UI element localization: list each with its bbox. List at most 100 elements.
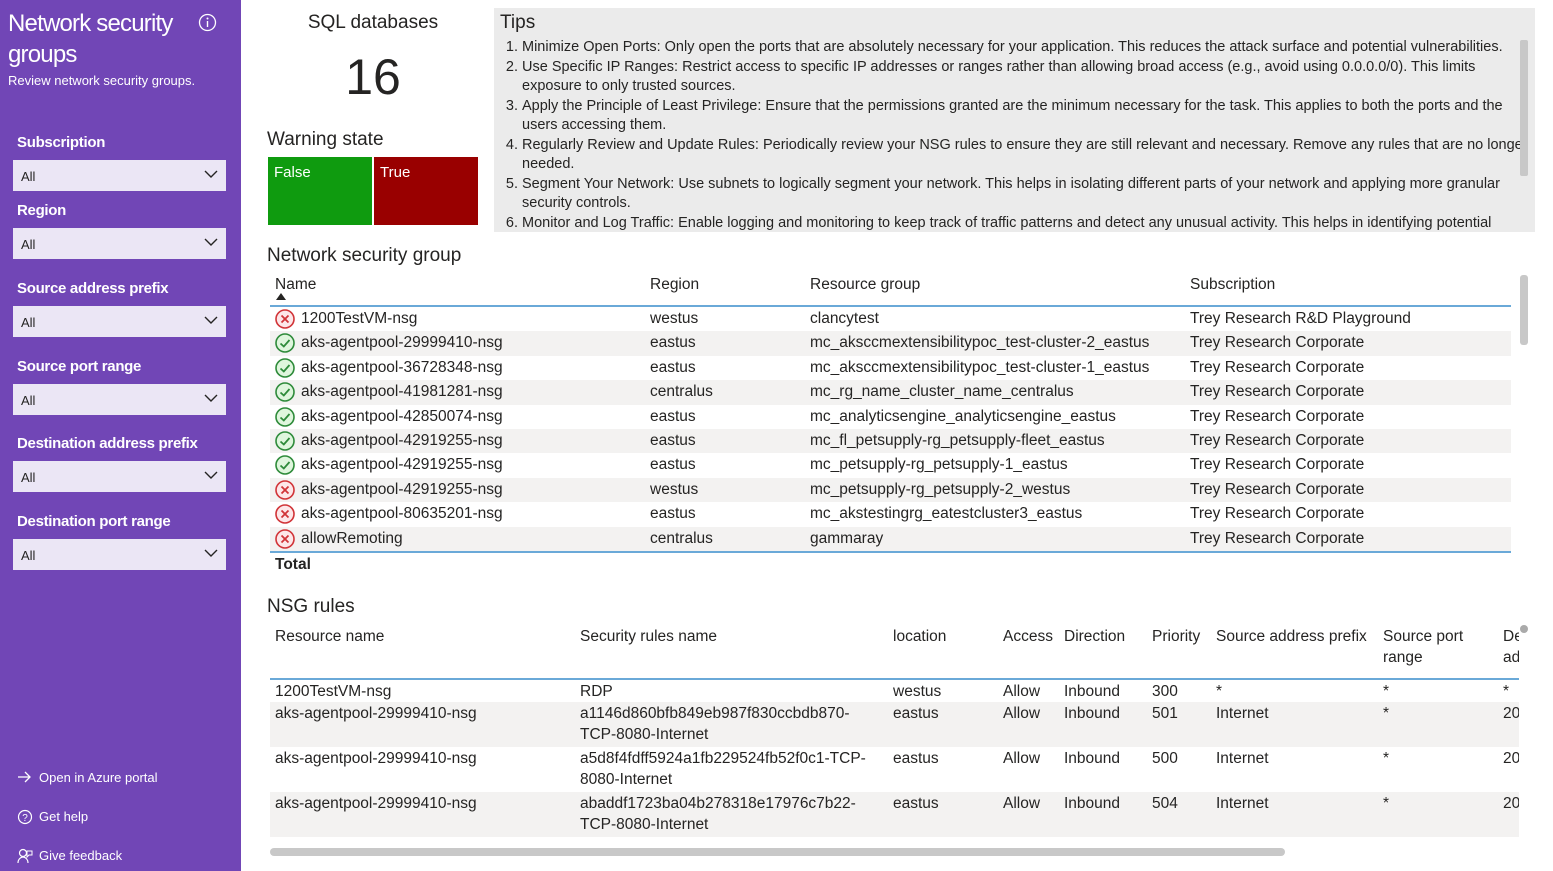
sort-arrow[interactable] xyxy=(276,293,286,300)
table-cell: * xyxy=(1503,683,1510,700)
table-cell: 20 xyxy=(1503,795,1519,812)
table-cell: Internet xyxy=(1216,705,1269,722)
table-cell: aks-agentpool-42919255-nsg xyxy=(301,432,503,449)
table-cell: mc_petsupply-rg_petsupply-1_eastus xyxy=(810,456,1068,474)
table-cell: aks-agentpool-42919255-nsg xyxy=(301,480,503,498)
table-cell: allowRemoting xyxy=(301,529,403,547)
row-band xyxy=(270,526,1511,551)
svg-text:?: ? xyxy=(22,813,28,824)
table-cell: Trey Research Corporate xyxy=(1190,383,1365,401)
row-band xyxy=(270,792,1519,837)
filter-label: Destination address prefix xyxy=(17,435,198,452)
table-cell: centralus xyxy=(650,383,713,401)
column-header: Source address prefix xyxy=(1216,628,1367,645)
chevron xyxy=(204,394,218,402)
warning-tile[interactable]: False xyxy=(268,157,372,225)
scrollbar[interactable] xyxy=(1520,275,1528,345)
h-scrollbar[interactable] xyxy=(270,848,1285,856)
status-icon-ok xyxy=(275,357,295,378)
status-icon-error xyxy=(275,528,295,549)
column-header: Resource group xyxy=(810,276,921,293)
link-icon xyxy=(17,848,33,864)
filter-label: Destination port range xyxy=(17,513,171,530)
column-header: Name xyxy=(275,276,317,293)
table-cell: 20 xyxy=(1503,705,1519,722)
table-cell: 500 xyxy=(1152,750,1178,767)
table-cell: 501 xyxy=(1152,705,1178,722)
sidebar-link[interactable]: Get help xyxy=(39,809,89,824)
column-header: Priority xyxy=(1152,628,1201,645)
tip-item: Monitor and Log Traffic: Enable logging … xyxy=(522,214,1534,233)
sidebar-link[interactable]: Give feedback xyxy=(39,848,123,863)
table-cell: gammaray xyxy=(810,529,884,547)
filter-value: All xyxy=(21,470,36,485)
filter-value: All xyxy=(21,237,36,252)
table-cell: RDP xyxy=(580,683,613,700)
table-cell: * xyxy=(1383,795,1390,812)
filter-value: All xyxy=(21,548,36,563)
sidebar: Network security groups Review network s… xyxy=(0,0,241,871)
filter-dropdown[interactable]: All xyxy=(13,384,226,415)
tip-item: Segment Your Network: Use subnets to log… xyxy=(522,175,1534,214)
table-cell: * xyxy=(1383,705,1390,722)
table-cell: Trey Research Corporate xyxy=(1190,407,1365,425)
table-cell: a5d8f4fdff5924a1fb229524fb52f0c1-TCP-808… xyxy=(580,750,866,788)
filter-value: All xyxy=(21,169,36,184)
table-cell: aks-agentpool-80635201-nsg xyxy=(301,505,503,523)
tip-item: Regularly Review and Update Rules: Perio… xyxy=(522,136,1534,175)
link-icon: ? xyxy=(17,809,33,825)
column-header: Direction xyxy=(1064,628,1126,645)
sidebar-link[interactable]: Open in Azure portal xyxy=(39,770,158,785)
table-cell: Internet xyxy=(1216,795,1269,812)
tip-item: Apply the Principle of Least Privilege: … xyxy=(522,97,1534,136)
table-cell: Trey Research Corporate xyxy=(1190,358,1365,376)
table-cell: 300 xyxy=(1152,683,1178,700)
table-cell: aks-agentpool-42919255-nsg xyxy=(301,456,503,474)
table-cell: Trey Research Corporate xyxy=(1190,334,1365,352)
table-cell: mc_aksccmextensibilitypoc_test-cluster-2… xyxy=(810,334,1150,352)
link-icon xyxy=(18,771,31,783)
sidebar-title: Network security groups xyxy=(8,10,173,68)
table-cell: clancytest xyxy=(810,310,879,327)
section-title: NSG rules xyxy=(267,596,355,617)
filter-dropdown[interactable]: All xyxy=(13,539,226,570)
table-cell: eastus xyxy=(893,795,939,812)
filter-dropdown[interactable]: All xyxy=(13,306,226,337)
table-cell: 504 xyxy=(1152,795,1178,812)
table-cell: Trey Research Corporate xyxy=(1190,432,1365,449)
tips-panel: Tips Minimize Open Ports: Only open the … xyxy=(494,8,1535,232)
column-header: Security rules name xyxy=(580,628,717,645)
status-icon-error xyxy=(275,309,295,329)
column-header: Destination address prefix xyxy=(1503,628,1519,666)
card-value: 16 xyxy=(345,49,401,105)
scrollbar[interactable] xyxy=(1520,40,1528,176)
table-cell: Internet xyxy=(1216,750,1269,767)
sidebar-subtitle: Review network security groups. xyxy=(8,73,196,88)
table-cell: westus xyxy=(650,310,699,327)
table-cell: Trey Research R&D Playground xyxy=(1190,310,1411,327)
table-cell: eastus xyxy=(650,505,696,523)
filter-dropdown[interactable]: All xyxy=(13,228,226,259)
warning-tile[interactable]: True xyxy=(374,157,478,225)
tips-list: Minimize Open Ports: Only open the ports… xyxy=(502,38,1534,232)
table-cell: Inbound xyxy=(1064,750,1121,767)
table-cell: Inbound xyxy=(1064,795,1121,812)
table-cell: Allow xyxy=(1003,705,1041,722)
table-cell: mc_aksccmextensibilitypoc_test-cluster-1… xyxy=(810,358,1150,376)
filter-dropdown[interactable]: All xyxy=(13,160,226,191)
table-cell: aks-agentpool-29999410-nsg xyxy=(301,334,503,352)
table-cell: aks-agentpool-41981281-nsg xyxy=(301,383,503,401)
table-cell: Allow xyxy=(1003,795,1041,812)
status-icon-error xyxy=(275,479,295,500)
column-header: Region xyxy=(650,276,700,293)
info-icon[interactable] xyxy=(198,13,217,32)
table-cell: Inbound xyxy=(1064,705,1121,722)
filter-dropdown[interactable]: All xyxy=(13,461,226,492)
row-band xyxy=(270,429,1511,454)
table-cell: Trey Research Corporate xyxy=(1190,480,1365,498)
table-cell: Trey Research Corporate xyxy=(1190,456,1365,474)
table-cell: Inbound xyxy=(1064,683,1121,700)
filter-label: Subscription xyxy=(17,134,106,151)
section-title: Network security group xyxy=(267,245,462,266)
status-icon-ok xyxy=(275,431,295,451)
